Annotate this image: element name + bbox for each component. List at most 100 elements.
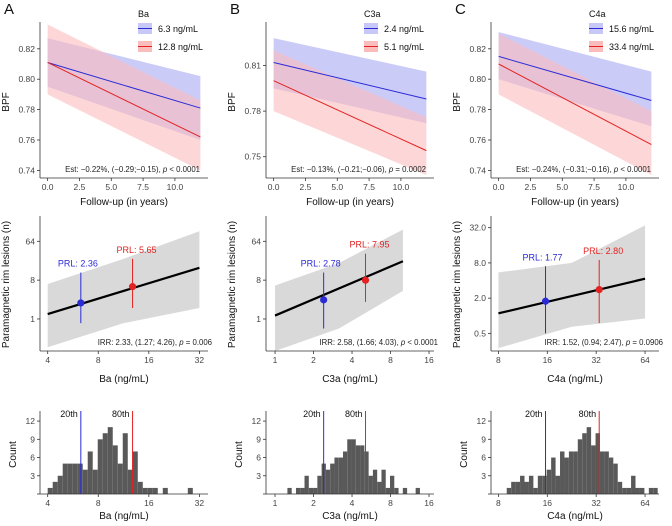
- y-tick-label: 0.74: [18, 165, 35, 175]
- prl-label-high: PRL: 5.65: [117, 245, 157, 255]
- prl-point-low: [77, 299, 85, 307]
- hist-bar: [582, 433, 587, 494]
- hist-bar: [520, 475, 525, 494]
- percentile-20-label: 20th: [60, 409, 78, 419]
- hist-bar: [622, 487, 627, 494]
- panel-letter: A: [4, 1, 14, 18]
- y-tick-label: 0.80: [18, 74, 35, 84]
- annotation-text: Est: −0.13%, (−0.21;−0.06), p = 0.0002: [291, 165, 426, 174]
- y-tick-label: 0.80: [469, 74, 486, 84]
- annotation-text: Est: −0.24%, (−0.31;−0.16), p < 0.0001: [516, 165, 651, 174]
- x-tick-label: 10.0: [618, 182, 635, 192]
- y-tick-label: 0.75: [244, 152, 261, 162]
- hist-bar: [564, 457, 569, 494]
- hist-bar: [147, 487, 153, 494]
- hist-bar: [586, 427, 592, 494]
- hist-bar: [595, 433, 600, 494]
- y-tick-label: 64: [252, 236, 262, 246]
- annotation-p-value: < 0.0001: [167, 165, 200, 174]
- prl-ci-band: [47, 231, 200, 348]
- x-tick-label: 10.0: [167, 182, 184, 192]
- prl-fit-line: [274, 260, 404, 317]
- percentile-80-label: 80th: [112, 409, 130, 419]
- legend-label-low: 6.3 ng/mL: [158, 24, 198, 34]
- hist-bar: [639, 487, 645, 494]
- annotation-p-symbol: p: [400, 338, 406, 347]
- x-tick-label: 0.0: [493, 182, 505, 192]
- hist-bar: [394, 487, 399, 494]
- annotation-text: IRR: 2.58, (1.66; 4.03), p < 0.0001: [319, 338, 438, 347]
- y-axis-title: Paramagnetic rim lesions (n): [227, 221, 238, 348]
- hist-bar: [187, 487, 193, 494]
- x-tick-label: 1: [273, 355, 278, 365]
- hist-bar: [653, 487, 658, 494]
- x-tick-label: 5.0: [105, 182, 117, 192]
- x-tick-label: 8: [388, 355, 393, 365]
- hist-bar: [390, 475, 395, 494]
- hist-bar: [112, 445, 118, 494]
- annotation-p-symbol: p: [162, 165, 168, 174]
- y-axis-title: Count: [459, 441, 470, 468]
- annotation-estimate: Est: −0.22%, (−0.29;−0.15),: [65, 165, 163, 174]
- percentile-80-label: 80th: [345, 409, 363, 419]
- hist-bar: [57, 475, 63, 494]
- hist-bar: [537, 475, 543, 494]
- hist-bar: [330, 463, 335, 494]
- legend-title: C4a: [589, 9, 606, 19]
- hist-bar: [152, 487, 158, 494]
- prl-ci-band: [275, 229, 403, 351]
- prl-ci-band: [498, 225, 646, 349]
- prl-label-high: PRL: 2.80: [583, 246, 623, 256]
- prl-point-high: [361, 276, 370, 284]
- y-tick-label: 12: [252, 416, 262, 426]
- legend-label-low: 15.6 ng/mL: [609, 24, 654, 34]
- annotation-p-value: < 0.0001: [405, 338, 438, 347]
- legend-title: Ba: [138, 9, 149, 19]
- trend-line-high: [498, 63, 652, 146]
- hist-bar: [377, 481, 382, 494]
- y-axis-title: Paramagnetic rim lesions (n): [452, 221, 463, 348]
- y-axis-title: BPF: [1, 92, 12, 111]
- hist-bar: [511, 481, 516, 494]
- hist-bar: [47, 487, 53, 494]
- x-tick-label: 7.5: [588, 182, 600, 192]
- y-tick-label: 0.82: [18, 44, 35, 54]
- prl-fit-line: [47, 266, 200, 316]
- x-tick-label: 8: [388, 498, 393, 508]
- y-tick-label: 3: [30, 471, 35, 481]
- hist-bar: [360, 445, 365, 494]
- hist-bar: [347, 439, 352, 494]
- hist-bar: [608, 457, 614, 494]
- annotation-p-value: = 0.006: [184, 338, 212, 347]
- hist-bar: [313, 487, 318, 494]
- annotation-text: IRR: 1.52, (0.94; 2.47), p = 0.0906: [544, 338, 663, 347]
- annotation-estimate: Est: −0.13%, (−0.21;−0.06),: [291, 165, 389, 174]
- hist-bar: [355, 445, 361, 494]
- y-axis-title: BPF: [227, 92, 238, 111]
- percentile-20-label: 20th: [303, 409, 321, 419]
- panel-a: A 0.74 0.76 0.78 0.80 0.82 0.0 2.5 5.0 7.5 10.0 Fol…: [1, 1, 212, 522]
- annotation-estimate: IRR: 1.52, (0.94; 2.47),: [544, 338, 625, 347]
- ci-band-high: [273, 50, 427, 175]
- y-tick-label: 0.78: [18, 105, 35, 115]
- hist-bar: [533, 487, 538, 494]
- x-tick-label: 16: [144, 498, 154, 508]
- x-tick-label: 32: [195, 498, 205, 508]
- hist-bar: [591, 445, 596, 494]
- annotation-estimate: IRR: 2.33, (1.27; 4.26),: [98, 338, 179, 347]
- panel-letter: B: [230, 1, 240, 18]
- hist-bar: [102, 433, 108, 494]
- y-tick-label: 12: [477, 416, 487, 426]
- y-tick-label: 0.76: [18, 135, 35, 145]
- annotation-p-symbol: p: [613, 165, 619, 174]
- annotation-p-symbol: p: [388, 165, 394, 174]
- y-tick-label: 6: [481, 453, 486, 463]
- x-tick-label: 2.5: [525, 182, 537, 192]
- percentile-20-label: 20th: [525, 409, 543, 419]
- x-tick-label: 7.5: [363, 182, 375, 192]
- annotation-estimate: IRR: 2.58, (1.66; 4.03),: [319, 338, 400, 347]
- annotation-text: Est: −0.22%, (−0.29;−0.15), p < 0.0001: [65, 165, 200, 174]
- ci-band-high: [47, 24, 201, 171]
- annotation-estimate: Est: −0.24%, (−0.31;−0.16),: [516, 165, 614, 174]
- x-axis-title: Follow-up (in years): [306, 197, 394, 208]
